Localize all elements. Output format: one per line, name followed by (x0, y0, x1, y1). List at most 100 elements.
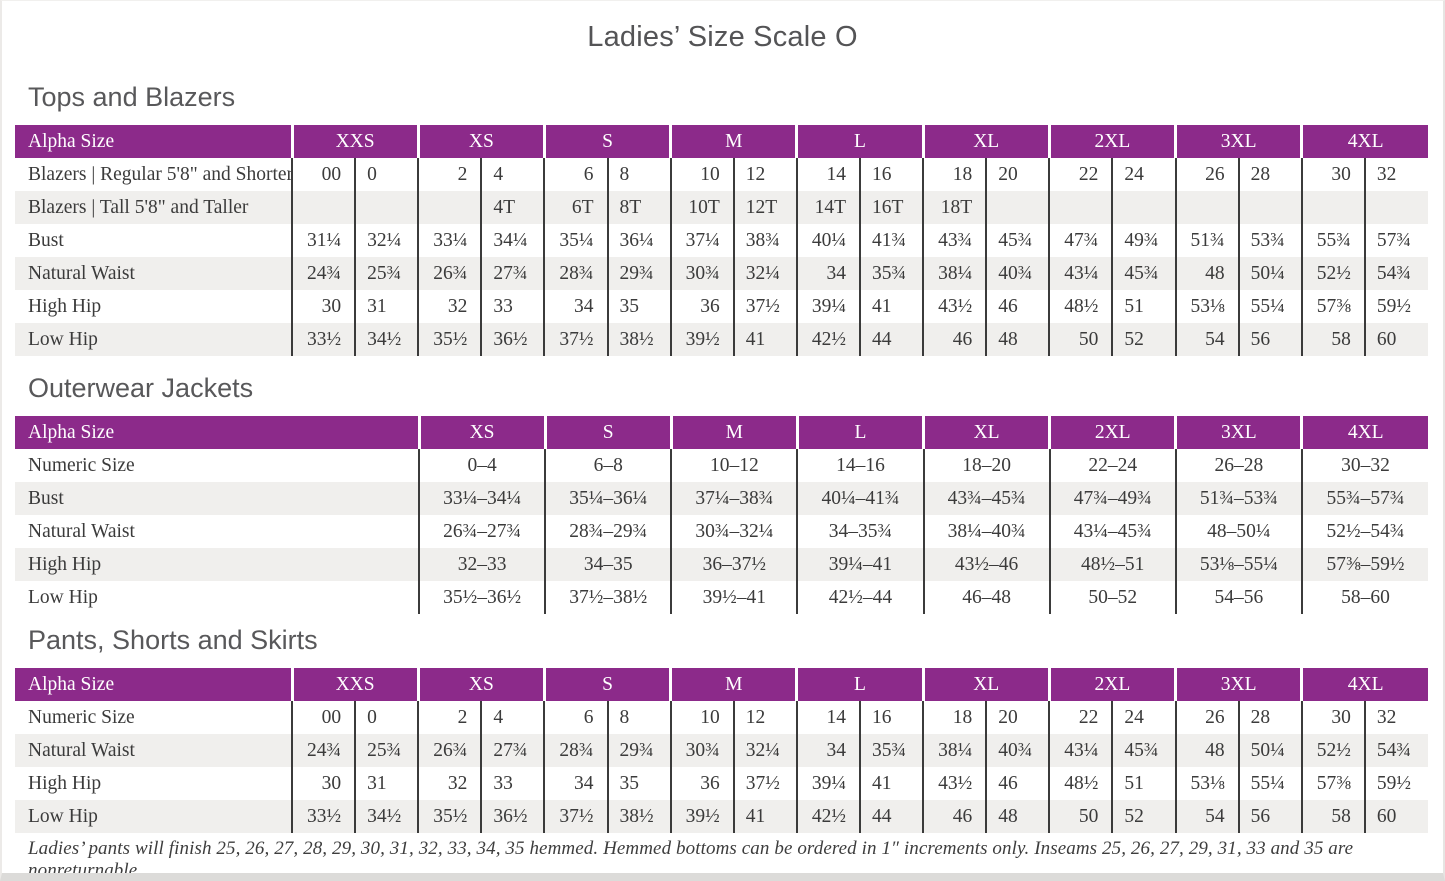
size-cell: 56 (1237, 800, 1302, 833)
size-cell: 54 (1174, 800, 1239, 833)
column-header-S: S (542, 125, 671, 158)
size-cell: 28¾ (543, 734, 608, 767)
size-cell: 46–48 (922, 581, 1050, 614)
size-cell: 39½ (669, 323, 734, 356)
size-cell: 34–35 (544, 548, 672, 581)
size-cell (1237, 191, 1302, 224)
size-cell: 42½–44 (796, 581, 924, 614)
size-cell: 24 (1111, 701, 1176, 734)
size-cell: 41 (732, 800, 797, 833)
size-cell: 34 (795, 257, 860, 290)
column-header-XS: XS (416, 668, 545, 701)
size-cell: 54 (1174, 323, 1239, 356)
size-cell: 48 (1174, 257, 1239, 290)
size-cell: 26–28 (1174, 449, 1302, 482)
column-header-4XL: 4XL (1300, 125, 1428, 158)
size-cell: 16T (858, 191, 924, 224)
size-cell: 59½ (1363, 767, 1428, 800)
size-cell: 36¼ (606, 224, 671, 257)
size-cell: 52 (1111, 323, 1176, 356)
table-row: Numeric Size 00 0 2 4 6 8 10 12 14 16 18 20 22 24 26 28 3… (15, 701, 1428, 734)
size-cell: 50¼ (1237, 257, 1302, 290)
size-cell: 39¼ (795, 767, 860, 800)
size-cell (290, 191, 356, 224)
size-cell (1363, 191, 1428, 224)
size-cell: 55¼ (1237, 290, 1302, 323)
size-cell: 48 (1174, 734, 1239, 767)
size-cell: 30–32 (1300, 449, 1428, 482)
table-row: Natural Waist 24¾ 25¾ 26¾ 27¾ 28¾ 29¾ 30¾ 32¼ 34 3… (15, 734, 1428, 767)
size-cell: 20 (985, 158, 1050, 191)
size-cell (1300, 191, 1365, 224)
size-cell: 54–56 (1174, 581, 1302, 614)
size-cell: 6–8 (544, 449, 672, 482)
size-cell: 14 (795, 158, 860, 191)
size-cell: 16 (858, 701, 924, 734)
size-cell: 4 (480, 701, 545, 734)
table-row: Low Hip 33½ 34½ 35½ 36½ 37½ 38½ 39½ 41 42½ 44 46 48 5… (15, 800, 1428, 833)
size-cell: 30¾–32¼ (670, 515, 798, 548)
column-header-M: M (669, 416, 798, 449)
outerwear-jackets-section: Alpha Size XS S M L XL 2XL 3XL 4XL Numeric Size 0–… (2, 416, 1443, 614)
size-cell: 28 (1237, 701, 1302, 734)
size-cell: 30¾ (669, 734, 734, 767)
size-cell: 34 (543, 767, 608, 800)
section-heading-tops-and-blazers: Tops and Blazers (28, 82, 236, 112)
size-cell: 57⅜ (1300, 767, 1365, 800)
size-cell: 29¾ (606, 734, 671, 767)
size-cell: 10 (669, 158, 734, 191)
size-cell: 48 (985, 323, 1050, 356)
size-cell: 26¾ (417, 257, 482, 290)
size-cell: 48–50¼ (1174, 515, 1302, 548)
column-header-3XL: 3XL (1174, 416, 1302, 449)
size-cell: 32¼ (732, 734, 797, 767)
size-cell: 34¼ (480, 224, 545, 257)
size-cell: 16 (858, 158, 924, 191)
size-cell: 30 (290, 767, 356, 800)
size-cell: 40¼ (795, 224, 860, 257)
size-cell: 27¾ (480, 734, 545, 767)
size-cell: 26¾–27¾ (417, 515, 546, 548)
size-cell: 59½ (1363, 290, 1428, 323)
size-cell: 55¾–57¾ (1300, 482, 1428, 515)
size-cell: 55¼ (1237, 767, 1302, 800)
table-row: Bust 33¼–34¼ 35¼–36¼ 37¼–38¾ 40¼–41¾ 43¾–45¾ 4… (15, 482, 1428, 515)
column-header-M: M (669, 668, 797, 701)
size-cell: 00 (290, 158, 356, 191)
size-cell: 50 (1048, 800, 1113, 833)
size-cell: 41¾ (858, 224, 924, 257)
size-cell (985, 191, 1050, 224)
size-cell: 41 (732, 323, 797, 356)
size-cell: 36 (669, 767, 734, 800)
size-cell: 35 (606, 290, 671, 323)
size-cell: 18T (922, 191, 987, 224)
size-cell: 43½ (922, 767, 987, 800)
size-cell: 33¼ (417, 224, 482, 257)
row-label: High Hip (15, 290, 292, 323)
row-label: Numeric Size (15, 701, 292, 734)
size-cell: 58 (1300, 800, 1365, 833)
table-row: Low Hip 33½ 34½ 35½ 36½ 37½ 38½ 39½ 41 42½ 44 46 48 5… (15, 323, 1428, 356)
size-cell: 46 (985, 290, 1050, 323)
size-cell: 47¾–49¾ (1048, 482, 1176, 515)
row-label: Numeric Size (15, 449, 419, 482)
size-cell: 35¾ (858, 257, 924, 290)
table-row: Natural Waist 24¾ 25¾ 26¾ 27¾ 28¾ 29¾ 30¾ 32¼ 34 3… (15, 257, 1428, 290)
size-cell: 28¾ (543, 257, 608, 290)
size-cell: 51 (1111, 290, 1176, 323)
size-cell: 37¼ (669, 224, 734, 257)
size-cell: 44 (858, 800, 924, 833)
alpha-size-header-cell: Alpha Size (15, 125, 292, 158)
size-cell: 6T (543, 191, 608, 224)
size-cell: 39½–41 (670, 581, 798, 614)
size-cell: 37½ (732, 767, 797, 800)
size-cell: 31 (354, 767, 419, 800)
table-row: Low Hip 35½–36½ 37½–38½ 39½–41 42½–44 46–48 50… (15, 581, 1428, 614)
size-cell: 53⅛ (1174, 767, 1239, 800)
size-cell (417, 191, 482, 224)
size-cell: 10 (669, 701, 734, 734)
column-header-2XL: 2XL (1048, 416, 1176, 449)
size-cell: 35½–36½ (417, 581, 546, 614)
size-cell: 29¾ (606, 257, 671, 290)
size-cell: 14–16 (796, 449, 924, 482)
